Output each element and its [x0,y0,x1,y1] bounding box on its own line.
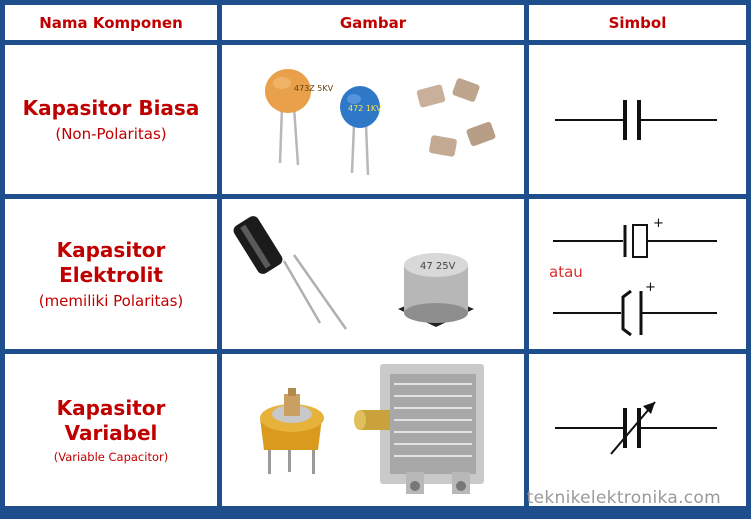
non-polar-capacitor-photos: 473Z 5KV 472 1KV [265,69,496,176]
variable-capacitor-symbol [555,401,717,455]
header-name: Nama Komponen [39,13,183,32]
blue-cap-label: 472 1KV [348,104,382,113]
orange-cap-label: 473Z 5KV [294,84,334,93]
row3-name-cell: Kapasitor Variabel (Variable Capacitor) [5,354,217,506]
row1-symbol-cell [529,45,746,194]
header-image: Gambar [339,13,407,32]
electrolytic-symbol-2-plus: + [645,280,656,295]
ceramic-capacitor-blue: 472 1KV [340,86,382,176]
radial-electrolytic-capacitor [233,216,348,330]
symbol-or-label: atau [549,263,583,281]
row3-symbol-cell [529,354,746,506]
row3-subtitle: (Variable Capacitor) [53,449,169,464]
smd-ceramic-capacitors [416,78,496,157]
electrolytic-symbol-2: + [553,280,717,337]
header-image-cell: Gambar [222,5,524,40]
electrolytic-symbol-1-plus: + [653,216,664,231]
row2-subtitle: (memiliki Polaritas) [38,291,184,310]
watermark: teknikelektronika.com [526,488,721,508]
row2-image-cell: 47 25V [222,199,524,349]
electrolytic-capacitor-symbols: + + [553,216,717,337]
ceramic-capacitor-orange: 473Z 5KV [265,69,334,166]
row1-image-cell: 473Z 5KV 472 1KV [222,45,524,194]
electrolytic-capacitor-photos: 47 25V [233,216,474,330]
row3-image-cell [222,354,524,506]
row3-title-line2: Variabel [64,420,158,445]
non-polar-capacitor-symbol [555,100,717,140]
row1-name-cell: Kapasitor Biasa (Non-Polaritas) [5,45,217,194]
variable-arrow-icon [643,402,655,414]
row2-title-line2: Elektrolit [59,262,163,287]
variable-arrow-shaft [610,401,656,455]
row2-name-cell: Kapasitor Elektrolit (memiliki Polaritas… [5,199,217,349]
row1-title: Kapasitor Biasa [22,95,200,120]
row3-title-line1: Kapasitor [56,395,166,420]
row2-title-line1: Kapasitor [56,237,166,262]
variable-capacitor-photos [260,364,484,494]
header-name-cell: Nama Komponen [5,5,217,40]
electrolytic-symbol-1: + [553,216,717,258]
smd-electrolytic-label: 47 25V [420,261,456,272]
row1-subtitle: (Non-Polaritas) [55,124,167,143]
trimmer-capacitor [260,388,324,474]
row2-symbol-cell: + + atau [529,199,746,349]
air-variable-capacitor [354,364,484,494]
header-symbol-cell: Simbol [529,5,746,40]
smd-electrolytic-capacitor: 47 25V [398,253,474,327]
header-symbol: Simbol [608,13,667,32]
